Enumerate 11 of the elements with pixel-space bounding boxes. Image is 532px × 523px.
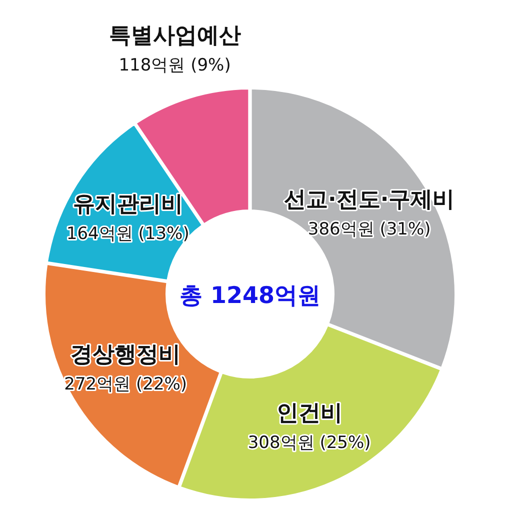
slice-label: 유지관리비 xyxy=(72,192,183,217)
data-label: 118억원 (9%) xyxy=(118,55,231,76)
slice-label: 선교·전도·구제비 xyxy=(284,188,455,213)
data-label: 164억원 (13%) xyxy=(66,224,190,244)
data-label: 272억원 (22%) xyxy=(64,374,188,395)
data-label: 308억원 (25%) xyxy=(248,432,371,453)
data-label: 386억원 (31%) xyxy=(308,220,431,240)
slice-label: 경상행정비 xyxy=(70,342,181,368)
slice-label: 인건비 xyxy=(276,400,342,426)
text: 총 1248억원 xyxy=(179,283,321,309)
slice-label: 특별사업예산 xyxy=(108,23,241,48)
